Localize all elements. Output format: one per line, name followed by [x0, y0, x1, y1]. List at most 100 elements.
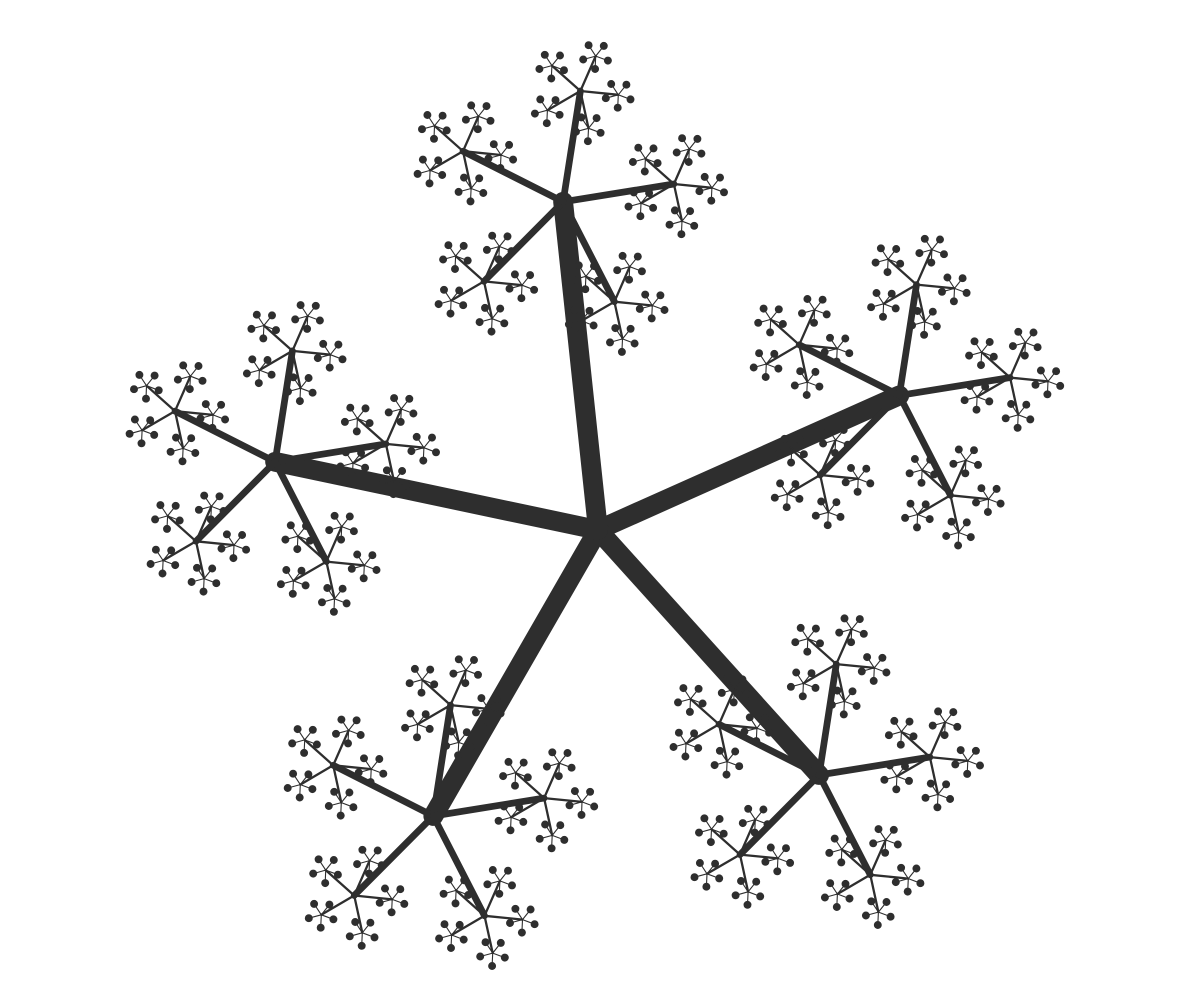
fractal-branch: [584, 275, 616, 303]
fractal-leaf: [482, 245, 491, 254]
fractal-leaf: [494, 816, 503, 825]
fractal-branch: [949, 494, 960, 534]
fractal-leaf: [288, 739, 297, 748]
fractal-leaf: [242, 545, 251, 554]
fractal-branch: [579, 89, 620, 96]
fractal-leaf: [293, 545, 302, 554]
fractal-leaf: [985, 397, 994, 406]
fractal-leaf: [515, 803, 524, 812]
fractal-leaf: [219, 507, 228, 515]
fractal-leaf: [962, 288, 971, 297]
fractal-leaf: [396, 885, 405, 894]
fractal-leaf: [774, 305, 783, 314]
fractal-leaf: [475, 318, 484, 327]
fractal-leaf: [472, 708, 480, 717]
fractal-leaf: [166, 447, 175, 456]
fractal-branch: [258, 349, 294, 372]
fractal-leaf: [368, 551, 377, 560]
fractal-leaf: [505, 284, 514, 293]
fractal-leaf: [365, 869, 373, 878]
fractal-leaf: [348, 472, 357, 481]
fractal-leaf: [353, 550, 362, 559]
fractal-branch: [815, 753, 934, 779]
fractal-branch: [765, 343, 801, 366]
fractal-leaf: [837, 858, 846, 867]
fractal-leaf: [855, 615, 864, 624]
fractal-leaf: [745, 713, 754, 722]
fractal-leaf: [442, 741, 451, 750]
fractal-leaf: [695, 828, 703, 837]
fractal-leaf: [867, 897, 876, 906]
fractal-leaf: [398, 467, 407, 475]
fractal-leaf: [474, 670, 482, 679]
fractal-leaf: [775, 449, 784, 458]
fractal-leaf: [954, 445, 963, 454]
fractal-leaf: [843, 440, 852, 449]
fractal-leaf: [933, 803, 942, 812]
fractal-branch: [738, 853, 750, 893]
fractal-leaf: [633, 252, 642, 261]
fractal-branch: [325, 560, 366, 567]
fractal-leaf: [803, 647, 812, 656]
fractal-leaf: [752, 737, 761, 746]
fractal-leaf: [660, 306, 669, 314]
fractal-leaf: [715, 815, 724, 823]
fractal-leaf: [974, 460, 982, 469]
fractal-leaf: [548, 748, 557, 757]
fractal-leaf: [869, 676, 878, 685]
fractal-branch: [736, 771, 823, 858]
fractal-branch: [672, 182, 714, 189]
fractal-leaf: [845, 349, 854, 358]
fractal-leaf: [896, 259, 905, 268]
fractal-leaf: [799, 450, 808, 459]
fractal-leaf: [489, 140, 498, 149]
fractal-leaf: [962, 518, 971, 527]
fractal-leaf: [634, 143, 643, 152]
fractal-leaf: [820, 348, 829, 356]
fractal-leaf: [613, 266, 622, 275]
fractal-leaf: [482, 102, 491, 111]
fractal-leaf: [337, 535, 346, 544]
fractal-leaf: [960, 396, 969, 405]
fractal-leaf: [761, 714, 769, 722]
fractal-leaf: [293, 725, 302, 734]
fractal-branch: [420, 678, 452, 707]
fractal-leaf: [956, 746, 965, 755]
fractal-leaf: [324, 802, 333, 810]
fractal-leaf: [934, 707, 943, 716]
fractal-leaf: [906, 499, 915, 508]
fractal-leaf: [442, 126, 451, 135]
fractal-leaf: [847, 464, 855, 472]
fractal-leaf: [329, 607, 338, 616]
fractal-branch: [192, 458, 279, 545]
fractal-leaf: [460, 173, 468, 182]
fractal-leaf: [740, 727, 749, 736]
fractal-leaf: [135, 370, 144, 379]
fractal-branch: [449, 703, 460, 744]
fractal-leaf: [318, 598, 326, 607]
fractal-leaf: [983, 508, 992, 516]
fractal-branch: [332, 764, 343, 804]
fractal-leaf: [589, 321, 598, 330]
fractal-leaf: [942, 780, 951, 789]
fractal-leaf: [926, 779, 935, 788]
fractal-leaf: [715, 746, 724, 755]
fractal-branch: [428, 150, 465, 172]
fractal-leaf: [215, 492, 224, 501]
fractal-leaf: [508, 881, 516, 890]
fractal-leaf: [315, 316, 324, 325]
fractal-leaf: [795, 494, 804, 503]
fractal-leaf: [314, 855, 323, 864]
fractal-leaf: [905, 776, 913, 785]
fractal-leaf: [971, 746, 980, 755]
fractal-leaf: [618, 251, 627, 260]
fractal-leaf: [466, 742, 475, 751]
fractal-leaf: [346, 403, 355, 412]
fractal-leaf: [254, 379, 263, 388]
fractal-leaf: [360, 754, 368, 763]
fractal-leaf: [684, 158, 693, 166]
fractal-leaf: [530, 285, 539, 294]
fractal-leaf: [352, 427, 361, 436]
fractal-leaf: [827, 700, 836, 709]
fractal-leaf: [674, 698, 682, 707]
